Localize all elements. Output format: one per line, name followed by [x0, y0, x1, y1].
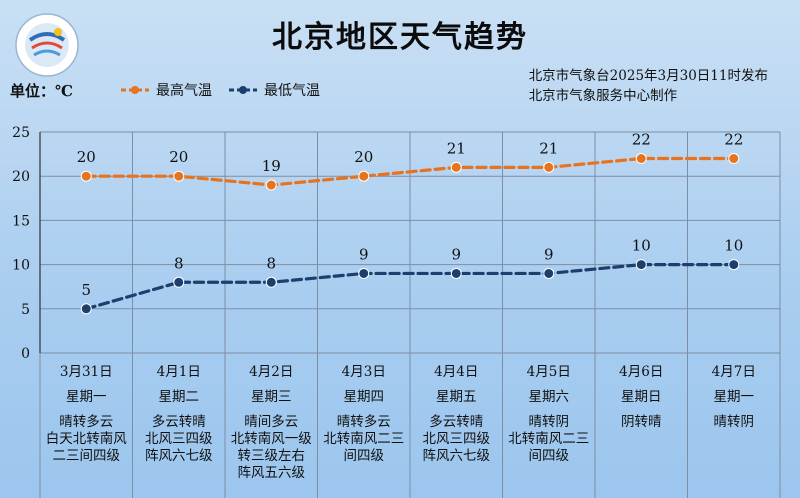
day-column: 4月5日星期六晴转阴 北转南风二三 间四级: [503, 364, 596, 465]
weather-description: 转三级左右: [237, 448, 306, 464]
weekday-label: 星期五: [436, 389, 477, 405]
x-tick-date: 4月7日: [711, 364, 756, 380]
data-label-low: 9: [544, 245, 554, 263]
data-point-low: [450, 267, 462, 279]
legend-low-label: 最低气温: [264, 83, 320, 99]
data-point-high: [358, 170, 370, 182]
data-label-low: 5: [81, 281, 91, 299]
data-point-low: [358, 267, 370, 279]
data-point-low: [543, 267, 555, 279]
data-point-high: [543, 161, 555, 173]
weather-description: 晴转阴: [713, 414, 755, 430]
legend-high-line-icon: [121, 86, 149, 94]
weekday-label: 星期日: [621, 389, 662, 405]
day-column: 4月3日星期四晴转多云 北转南风二三 间四级: [318, 364, 411, 465]
publisher-line-1: 北京市气象台2025年3月30日11时发布: [528, 68, 768, 84]
weather-description: 北转南风二三: [508, 431, 590, 447]
x-tick-date: 4月3日: [341, 364, 386, 380]
x-tick-date: 4月5日: [526, 364, 571, 380]
weather-description: 白天北转南风: [45, 431, 127, 447]
day-column: 4月2日星期三晴间多云 北转南风一级 转三级左右 阵风五六级: [225, 364, 318, 482]
weekday-label: 星期六: [528, 389, 570, 405]
day-column: 4月7日星期一晴转阴: [688, 364, 781, 431]
weather-description: 阵风五六级: [237, 465, 306, 481]
weather-description: 二三间四级: [52, 448, 121, 464]
data-point-low: [265, 276, 277, 288]
y-tick-label: 0: [21, 346, 30, 362]
x-tick-date: 4月4日: [434, 364, 479, 380]
day-column: 3月31日星期一晴转多云 白天北转南风 二三间四级: [40, 364, 133, 465]
data-label-high: 20: [354, 148, 373, 166]
x-tick-date: 4月2日: [249, 364, 294, 380]
publisher-line-2: 北京市气象服务中心制作: [528, 88, 678, 104]
data-point-low: [635, 259, 647, 271]
legend-low-line-icon: [229, 86, 257, 94]
weather-description: 晴转阴: [528, 414, 570, 430]
unit-label: 单位：℃: [10, 82, 73, 100]
legend-low: 最低气温: [228, 80, 320, 100]
data-label-high: 21: [447, 139, 466, 157]
weather-description: 间四级: [343, 448, 385, 464]
y-tick-label: 25: [12, 125, 30, 141]
y-tick-label: 20: [12, 169, 30, 185]
weather-description: 多云转晴: [429, 414, 484, 430]
data-point-low: [728, 259, 740, 271]
data-label-high: 22: [632, 131, 651, 149]
data-label-low: 9: [359, 245, 369, 263]
weather-description: 北风三四级: [145, 431, 213, 447]
legend-high: 最高气温: [120, 80, 212, 100]
data-point-low: [80, 303, 92, 315]
day-column: 4月1日星期二多云转晴 北风三四级 阵风六七级: [133, 364, 226, 465]
x-tick-date: 4月6日: [619, 364, 664, 380]
data-point-high: [728, 153, 740, 165]
data-label-high: 20: [169, 148, 188, 166]
data-label-low: 8: [174, 254, 184, 272]
weekday-label: 星期一: [66, 389, 107, 405]
data-label-high: 20: [77, 148, 96, 166]
data-point-high: [635, 153, 647, 165]
weather-description: 阵风六七级: [422, 448, 491, 464]
weekday-label: 星期三: [251, 389, 292, 405]
weekday-label: 星期二: [158, 389, 200, 405]
data-point-high: [450, 161, 462, 173]
weather-description: 阴转晴: [621, 414, 662, 430]
weather-description: 多云转晴: [151, 414, 206, 430]
publisher-info: 北京市气象台2025年3月30日11时发布 北京市气象服务中心制作: [529, 66, 768, 106]
y-tick-label: 5: [21, 302, 30, 318]
weather-description: 间四级: [528, 448, 570, 464]
weather-description: 晴间多云: [244, 414, 299, 430]
data-label-low: 10: [632, 237, 651, 255]
weather-description: 北风三四级: [422, 431, 491, 447]
series-line-high: [84, 156, 736, 187]
data-point-high: [80, 170, 92, 182]
y-tick-label: 10: [12, 258, 30, 274]
legend-high-label: 最高气温: [156, 83, 212, 99]
data-label-low: 9: [451, 245, 461, 263]
day-column: 4月6日星期日阴转晴: [595, 364, 688, 431]
y-tick-label: 15: [12, 213, 30, 229]
data-point-low: [173, 276, 185, 288]
data-point-high: [173, 170, 185, 182]
series-line-low: [84, 263, 736, 311]
weekday-label: 星期四: [343, 389, 385, 405]
weather-description: 阵风六七级: [145, 448, 213, 464]
weather-description: 北转南风二三: [323, 431, 405, 447]
weather-description: 晴转多云: [59, 414, 114, 430]
weekday-label: 星期一: [713, 389, 755, 405]
data-label-high: 21: [539, 139, 558, 157]
data-label-high: 19: [262, 157, 281, 175]
day-column: 4月4日星期五多云转晴 北风三四级 阵风六七级: [410, 364, 503, 465]
x-tick-date: 4月1日: [156, 364, 201, 380]
data-point-high: [265, 179, 277, 191]
data-label-low: 10: [724, 237, 743, 255]
x-tick-date: 3月31日: [59, 364, 113, 380]
data-label-high: 22: [724, 131, 743, 149]
data-label-low: 8: [266, 254, 276, 272]
chart-title: 北京地区天气趋势: [272, 20, 528, 55]
meteorological-service-logo-icon: [15, 13, 79, 77]
weather-description: 晴转多云: [336, 414, 391, 430]
weather-description: 北转南风一级: [230, 431, 312, 447]
